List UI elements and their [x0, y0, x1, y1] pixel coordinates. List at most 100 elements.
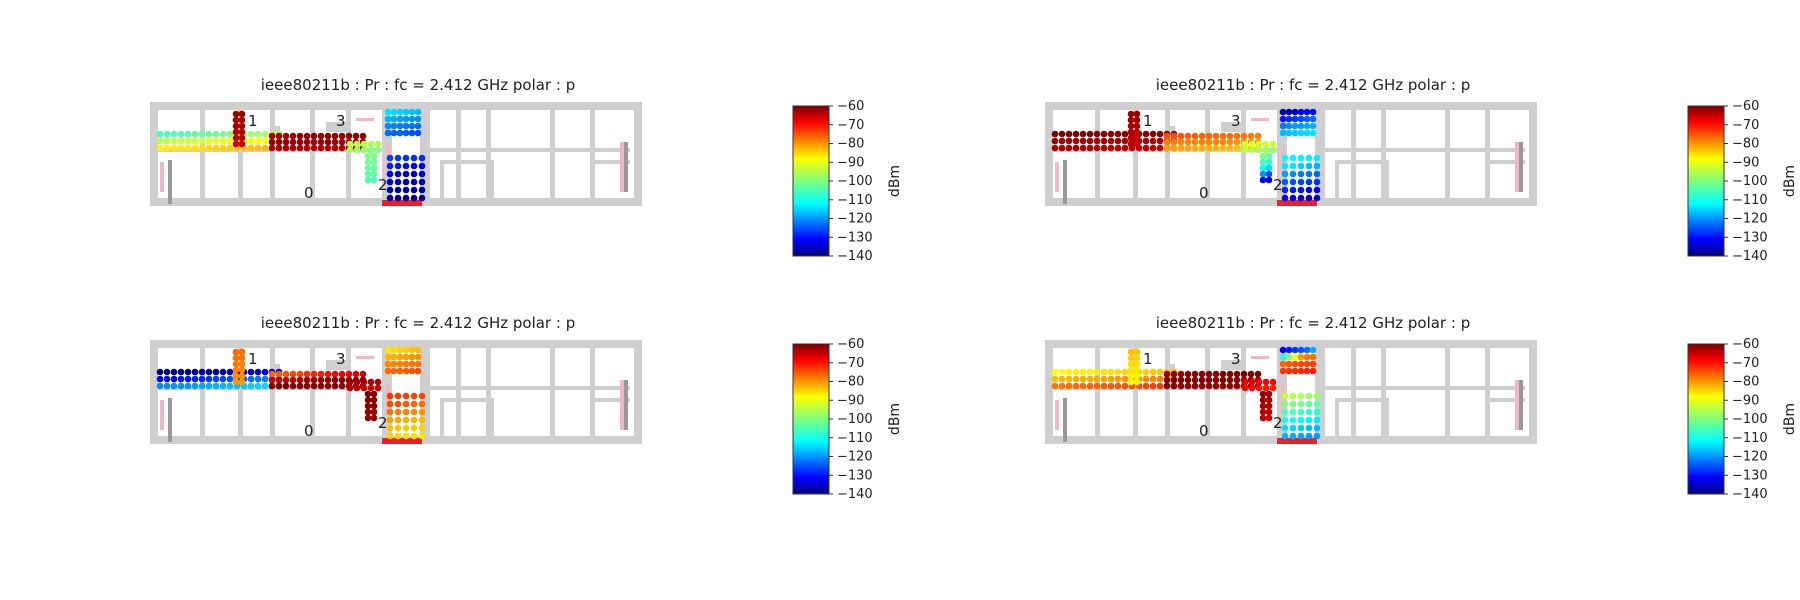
measurement-point: [1177, 144, 1185, 152]
measurement-point: [1291, 122, 1299, 130]
measurement-point: [1133, 128, 1141, 136]
door: [160, 400, 164, 430]
colorbar-tick-label: −80: [837, 375, 864, 390]
measurement-point: [1297, 408, 1305, 416]
measurement-point: [1127, 348, 1135, 356]
measurement-point: [275, 144, 283, 152]
measurement-point: [418, 432, 426, 440]
measurement-point: [247, 130, 255, 138]
wall: [420, 340, 430, 444]
measurement-point: [414, 108, 422, 116]
measurement-point: [408, 129, 416, 137]
measurement-point: [384, 353, 392, 361]
measurement-point: [1289, 154, 1297, 162]
wall: [310, 348, 315, 436]
door: [386, 384, 390, 414]
measurement-point: [414, 115, 422, 123]
measurement-point: [1149, 375, 1157, 383]
measurement-point: [1127, 366, 1135, 374]
measurement-point: [1051, 137, 1059, 145]
measurement-point: [1133, 134, 1141, 142]
colorbar-tick-label: −70: [837, 118, 864, 133]
measurement-point: [1107, 375, 1115, 383]
measurement-point: [1114, 137, 1122, 145]
measurement-point: [359, 132, 367, 140]
measurement-point: [1127, 110, 1135, 118]
measurement-point: [390, 108, 398, 116]
room-labels: 1 3 0 2: [1143, 112, 1283, 202]
measurement-point: [418, 408, 426, 416]
measurement-point: [289, 132, 297, 140]
wall: [1325, 148, 1525, 152]
wall: [270, 110, 275, 198]
measurement-point: [254, 375, 262, 383]
measurement-point: [384, 360, 392, 368]
measurement-point: [1305, 392, 1313, 400]
measurement-point: [1281, 432, 1289, 440]
measurement-point: [367, 146, 375, 154]
measurement-point: [238, 348, 246, 356]
measurement-point: [1107, 144, 1115, 152]
wall: [1133, 348, 1138, 436]
measurement-point: [275, 382, 283, 390]
measurement-point: [408, 115, 416, 123]
measurement-point: [1259, 158, 1267, 166]
measurement-point: [1114, 144, 1122, 152]
measurement-point: [1093, 144, 1101, 152]
measurement-point: [1241, 140, 1249, 148]
measurement-point: [1121, 130, 1129, 138]
door: [356, 118, 374, 121]
colorbar-tick-label: −110: [1732, 193, 1768, 208]
measurement-point: [1269, 378, 1277, 386]
measurement-point: [303, 382, 311, 390]
measurement-point: [402, 367, 410, 375]
measurement-point: [1289, 424, 1297, 432]
measurement-point: [1233, 376, 1241, 384]
wall: [346, 348, 351, 436]
colorbar-tick-label: −100: [1732, 412, 1768, 427]
measurement-point: [402, 194, 410, 202]
measurement-point: [268, 138, 276, 146]
measurement-point: [408, 122, 416, 130]
measurement-point: [1281, 186, 1289, 194]
wall: [634, 102, 642, 206]
measurement-point: [394, 408, 402, 416]
measurement-point: [384, 115, 392, 123]
window: [168, 160, 172, 204]
measurement-point: [226, 382, 234, 390]
measurement-point: [408, 367, 416, 375]
measurement-point: [353, 378, 361, 386]
measurement-point: [184, 368, 192, 376]
measurement-point: [1198, 138, 1206, 146]
measurement-point: [418, 194, 426, 202]
measurement-point: [238, 366, 246, 374]
measurement-point: [317, 144, 325, 152]
measurement-point: [364, 408, 372, 416]
measurement-point: [1233, 144, 1241, 152]
measurement-point: [232, 378, 240, 386]
measurement-point: [261, 375, 269, 383]
measurement-point: [1156, 144, 1164, 152]
panel-title: ieee80211b : Pr : fc = 2.412 GHz polar :…: [261, 76, 575, 94]
measurement-point: [191, 144, 199, 152]
measurement-point: [1313, 178, 1321, 186]
measurement-point: [410, 408, 418, 416]
measurement-point: [156, 144, 164, 152]
wall: [590, 110, 595, 198]
measurement-point: [374, 378, 382, 386]
measurement-point: [408, 108, 416, 116]
measurement-point: [1072, 368, 1080, 376]
colorbar-gradient: [792, 343, 830, 495]
measurement-point: [310, 376, 318, 384]
measurement-point: [1269, 384, 1277, 392]
measurement-point: [198, 375, 206, 383]
measurement-point: [1281, 392, 1289, 400]
measurement-point: [1121, 382, 1129, 390]
measurement-point: [1170, 132, 1178, 140]
room-label-2: 2: [378, 176, 388, 194]
measurement-point: [1191, 370, 1199, 378]
measurement-point: [1241, 378, 1249, 386]
measurement-point: [359, 370, 367, 378]
measurement-point: [177, 137, 185, 145]
measurement-point: [370, 390, 378, 398]
